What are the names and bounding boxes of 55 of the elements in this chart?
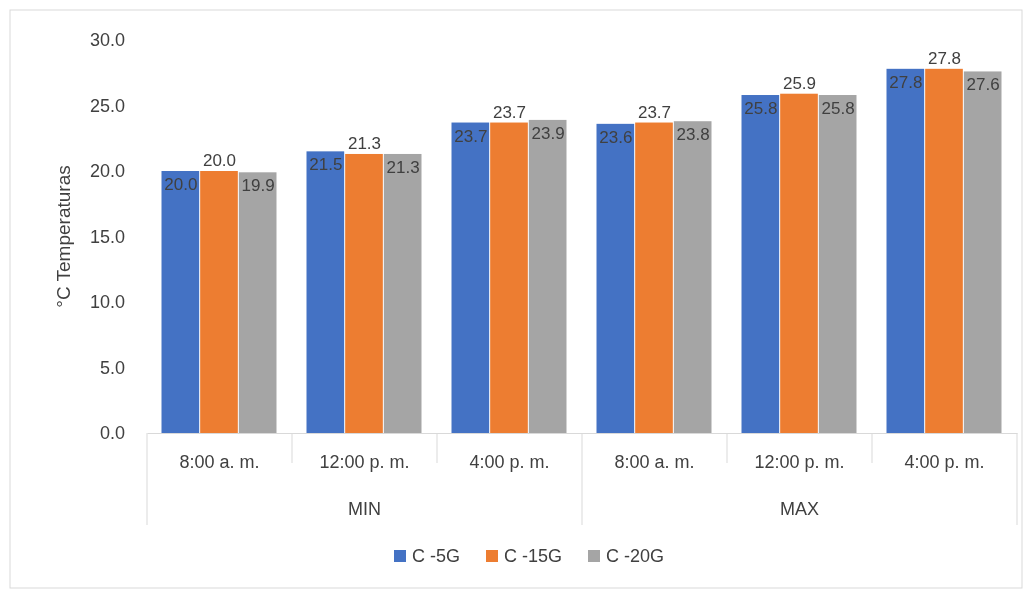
x-tick-label: 4:00 p. m. <box>469 451 550 472</box>
y-tick-label: 5.0 <box>99 357 125 378</box>
text: MIN <box>348 499 381 519</box>
text: MAX <box>779 499 820 519</box>
bar <box>673 121 712 433</box>
bar <box>780 93 818 433</box>
data-label: 23.7 <box>454 126 488 146</box>
bar <box>528 119 567 433</box>
data-label: 27.6 <box>966 75 1000 95</box>
data-label: 23.8 <box>676 125 710 145</box>
bar <box>741 95 780 433</box>
data-label: 25.9 <box>782 73 817 93</box>
y-axis-title: °C Temperaturas <box>53 165 74 308</box>
bar <box>161 171 200 433</box>
y-tick-label: 15.0 <box>89 226 125 247</box>
legend-label: C -20G <box>606 546 665 566</box>
x-tick-label: 4:00 p. m. <box>904 451 985 472</box>
bar <box>963 71 1002 433</box>
data-label: 21.5 <box>309 155 343 175</box>
x-tick-label: 12:00 p. m. <box>754 451 845 472</box>
x-tick-label: 8:00 a. m. <box>614 451 695 472</box>
bar <box>383 153 422 433</box>
legend-label: C -15G <box>504 546 563 566</box>
data-label: 21.3 <box>386 157 420 177</box>
bar <box>200 171 238 433</box>
data-label: 25.8 <box>821 99 855 119</box>
data-label: 27.8 <box>927 48 962 68</box>
y-tick-label: 0.0 <box>99 423 125 444</box>
x-tick-label: 12:00 p. m. <box>319 451 410 472</box>
bar <box>306 151 345 433</box>
data-label: 20.0 <box>202 151 237 170</box>
y-tick-label: 30.0 <box>89 30 125 51</box>
bar <box>635 122 673 433</box>
bar <box>238 172 277 433</box>
bar <box>925 68 963 433</box>
data-label: 19.9 <box>241 176 275 196</box>
y-tick-label: 25.0 <box>89 95 125 116</box>
bar <box>490 122 528 433</box>
data-label: 20.0 <box>164 175 198 194</box>
data-label: 23.7 <box>492 102 527 122</box>
y-tick-label: 10.0 <box>89 292 125 313</box>
y-tick-label: 20.0 <box>89 161 125 182</box>
x-tick-label: 8:00 a. m. <box>179 451 260 472</box>
data-label: 23.6 <box>599 127 633 147</box>
bar <box>451 122 490 433</box>
data-label: 23.7 <box>637 102 672 122</box>
bar <box>886 68 925 433</box>
legend-label: C -5G <box>412 546 461 566</box>
bar <box>818 95 857 433</box>
data-label: 23.9 <box>531 123 565 143</box>
data-label: 27.8 <box>889 72 923 92</box>
bar <box>596 123 635 433</box>
bar <box>345 153 383 433</box>
data-label: 25.8 <box>744 99 778 119</box>
data-label: 21.3 <box>347 133 382 153</box>
